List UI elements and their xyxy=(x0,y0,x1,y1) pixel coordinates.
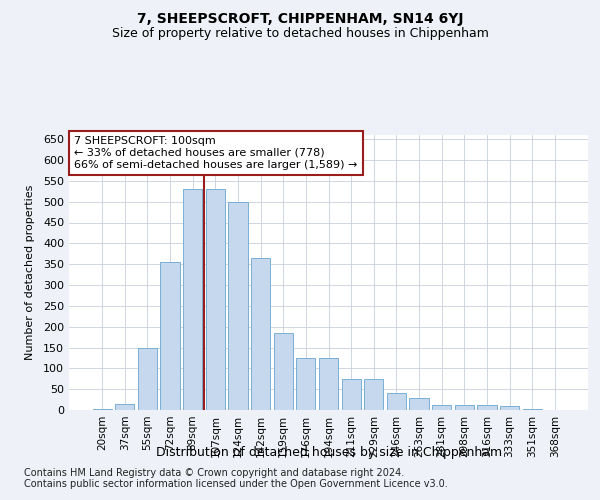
Bar xyxy=(229,202,248,410)
Text: 7 SHEEPSCROFT: 100sqm
← 33% of detached houses are smaller (778)
66% of semi-det: 7 SHEEPSCROFT: 100sqm ← 33% of detached … xyxy=(74,136,358,170)
Bar xyxy=(160,262,180,410)
Bar xyxy=(274,333,293,410)
Bar xyxy=(319,358,338,410)
Bar xyxy=(409,398,428,410)
Text: Contains public sector information licensed under the Open Government Licence v3: Contains public sector information licen… xyxy=(24,479,448,489)
Text: Distribution of detached houses by size in Chippenham: Distribution of detached houses by size … xyxy=(156,446,502,459)
Bar xyxy=(115,404,134,410)
Bar xyxy=(455,405,474,410)
Bar xyxy=(432,405,451,410)
Bar xyxy=(183,189,202,410)
Bar xyxy=(296,358,316,410)
Bar xyxy=(500,406,519,410)
Text: Contains HM Land Registry data © Crown copyright and database right 2024.: Contains HM Land Registry data © Crown c… xyxy=(24,468,404,477)
Bar xyxy=(138,348,157,410)
Bar xyxy=(251,258,270,410)
Y-axis label: Number of detached properties: Number of detached properties xyxy=(25,185,35,360)
Bar xyxy=(92,409,112,410)
Bar xyxy=(523,409,542,410)
Bar xyxy=(206,189,225,410)
Bar xyxy=(341,379,361,410)
Bar xyxy=(387,394,406,410)
Text: 7, SHEEPSCROFT, CHIPPENHAM, SN14 6YJ: 7, SHEEPSCROFT, CHIPPENHAM, SN14 6YJ xyxy=(137,12,463,26)
Bar xyxy=(477,405,497,410)
Text: Size of property relative to detached houses in Chippenham: Size of property relative to detached ho… xyxy=(112,28,488,40)
Bar xyxy=(364,379,383,410)
